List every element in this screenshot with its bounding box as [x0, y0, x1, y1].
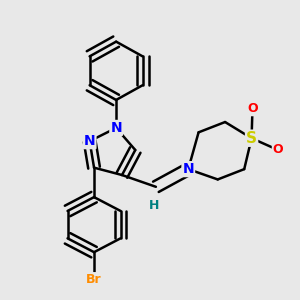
Text: N: N	[110, 121, 122, 135]
Text: O: O	[273, 143, 283, 157]
Text: H: H	[149, 200, 160, 212]
Text: N: N	[182, 162, 194, 176]
Text: S: S	[246, 131, 257, 146]
Text: Br: Br	[86, 273, 102, 286]
Text: O: O	[247, 102, 258, 115]
Text: N: N	[84, 134, 95, 148]
